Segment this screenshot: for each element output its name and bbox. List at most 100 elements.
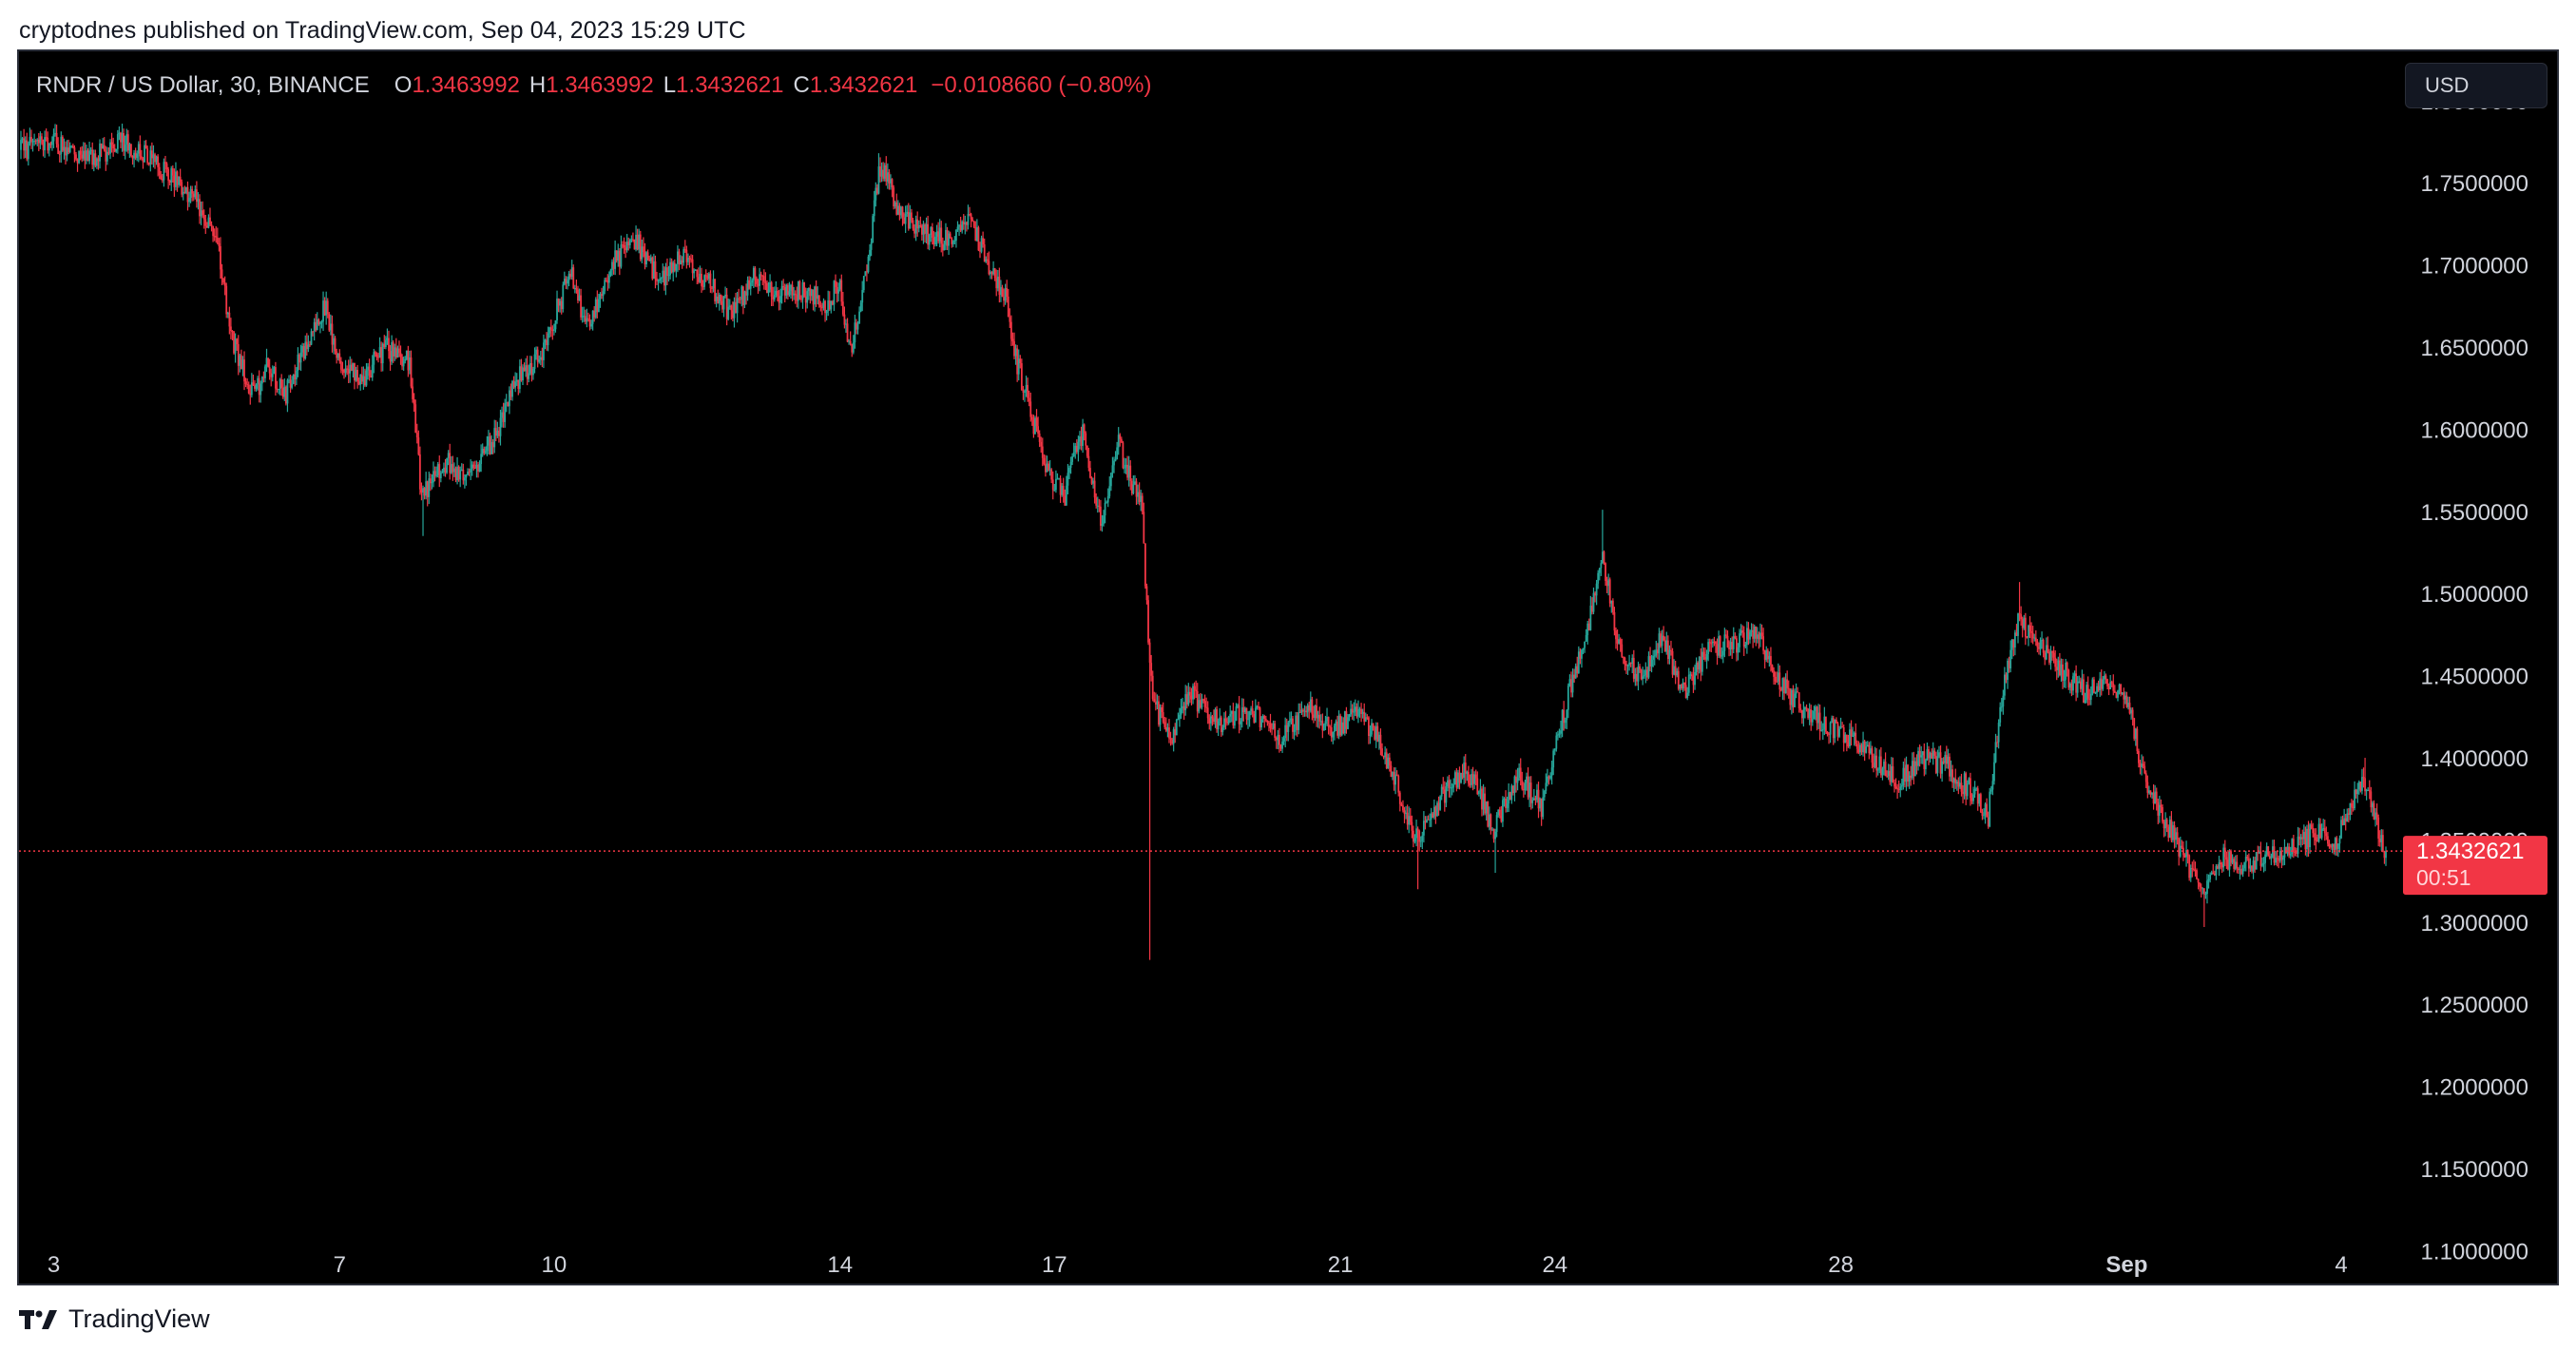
last-price-badge-box [2403, 836, 2547, 896]
candle-1109 [1671, 647, 1674, 678]
candle-1261 [1897, 780, 1900, 793]
candle-1208 [1818, 705, 1821, 741]
candle-45 [87, 147, 89, 162]
candle-174 [279, 377, 281, 396]
candle-1583 [2377, 814, 2380, 847]
candle-480 [735, 292, 737, 314]
candle-1049 [1582, 647, 1585, 655]
candle-784 [1187, 683, 1190, 706]
candle-253 [396, 345, 399, 358]
candle-1232 [1855, 723, 1857, 747]
candle-1407 [2115, 691, 2118, 699]
candle-119 [197, 191, 200, 210]
candle-1146 [1726, 630, 1729, 648]
candle-410 [630, 235, 633, 243]
candle-1036 [1563, 701, 1566, 731]
candle-1330 [2000, 698, 2003, 712]
candle-212 [336, 348, 338, 364]
candle-382 [588, 314, 591, 331]
candle-1100 [1658, 628, 1661, 661]
candle-604 [919, 216, 922, 228]
candle-1020 [1539, 797, 1541, 812]
candle-1377 [2070, 679, 2073, 697]
candle-618 [940, 221, 943, 253]
candle-503 [769, 274, 771, 293]
candle-1434 [2155, 787, 2158, 811]
candle-1555 [2336, 836, 2338, 857]
candle-1037 [1564, 717, 1567, 729]
candlestick-chart[interactable]: 1.80000001.75000001.70000001.65000001.60… [19, 51, 2557, 1284]
candle-1138 [1715, 640, 1717, 653]
candle-1072 [1616, 629, 1619, 651]
candle-1091 [1644, 662, 1647, 684]
candle-1463 [2199, 882, 2201, 892]
symbol-title[interactable]: RNDR / US Dollar, 30, BINANCE [36, 72, 370, 98]
candle-1137 [1713, 636, 1716, 647]
candle-1233 [1855, 740, 1858, 754]
candle-1382 [2078, 675, 2081, 684]
y-tick-label-11: 1.2500000 [2421, 993, 2528, 1018]
candle-1041 [1570, 671, 1572, 698]
candle-1559 [2341, 815, 2344, 826]
candle-1420 [2134, 727, 2137, 746]
candle-1147 [1728, 640, 1730, 657]
candle-1055 [1591, 597, 1593, 615]
candle-792 [1199, 692, 1201, 709]
candle-629 [956, 221, 959, 232]
candle-1548 [2325, 826, 2328, 840]
candle-1536 [2307, 821, 2310, 858]
candle-591 [900, 205, 902, 220]
candle-605 [920, 223, 923, 241]
candle-1230 [1852, 726, 1854, 738]
open-label: O [394, 72, 413, 98]
candle-831 [1258, 701, 1259, 710]
candle-1163 [1752, 624, 1755, 648]
candle-1558 [2340, 816, 2342, 840]
candle-320 [496, 421, 499, 438]
candle-206 [326, 298, 329, 319]
candle-1139 [1716, 638, 1719, 666]
tradingview-brand[interactable]: TradingView [19, 1304, 210, 1334]
candle-1153 [1737, 643, 1740, 661]
candle-57 [105, 145, 107, 171]
candle-1527 [2294, 847, 2297, 857]
candle-620 [943, 241, 946, 251]
candle-955 [1442, 777, 1445, 794]
candle-951 [1436, 801, 1438, 817]
candle-1519 [2281, 855, 2284, 866]
candle-1077 [1624, 656, 1626, 671]
candle-297 [462, 463, 465, 485]
candle-178 [284, 385, 287, 406]
candle-954 [1440, 783, 1443, 801]
candle-303 [471, 461, 473, 476]
candle-723 [1096, 496, 1099, 513]
candle-127 [209, 207, 211, 226]
candle-172 [276, 380, 279, 393]
candle-1202 [1810, 705, 1813, 731]
candle-944 [1426, 816, 1428, 823]
candle-1560 [2343, 808, 2346, 825]
candle-893 [1350, 700, 1353, 717]
candle-877 [1326, 707, 1328, 726]
candle-369 [569, 269, 572, 280]
y-tick-label-8: 1.4000000 [2421, 746, 2528, 772]
candle-1302 [1959, 776, 1961, 789]
currency-button[interactable]: USD [2405, 63, 2547, 108]
candle-1290 [1941, 758, 1944, 782]
candle-533 [814, 285, 816, 312]
candle-1211 [1823, 706, 1826, 736]
candle-639 [971, 217, 974, 222]
candle-600 [913, 224, 915, 239]
candle-746 [1130, 478, 1133, 496]
candle-679 [1030, 414, 1033, 426]
candle-1518 [2280, 846, 2283, 869]
candle-189 [301, 342, 304, 357]
candle-1247 [1876, 767, 1879, 776]
candle-1475 [2217, 864, 2219, 870]
candle-1080 [1628, 654, 1630, 671]
candle-1222 [1839, 717, 1842, 729]
candle-339 [525, 357, 528, 377]
candle-657 [998, 267, 1001, 303]
chart-panel[interactable]: 1.80000001.75000001.70000001.65000001.60… [17, 49, 2559, 1285]
candle-61 [110, 132, 113, 153]
